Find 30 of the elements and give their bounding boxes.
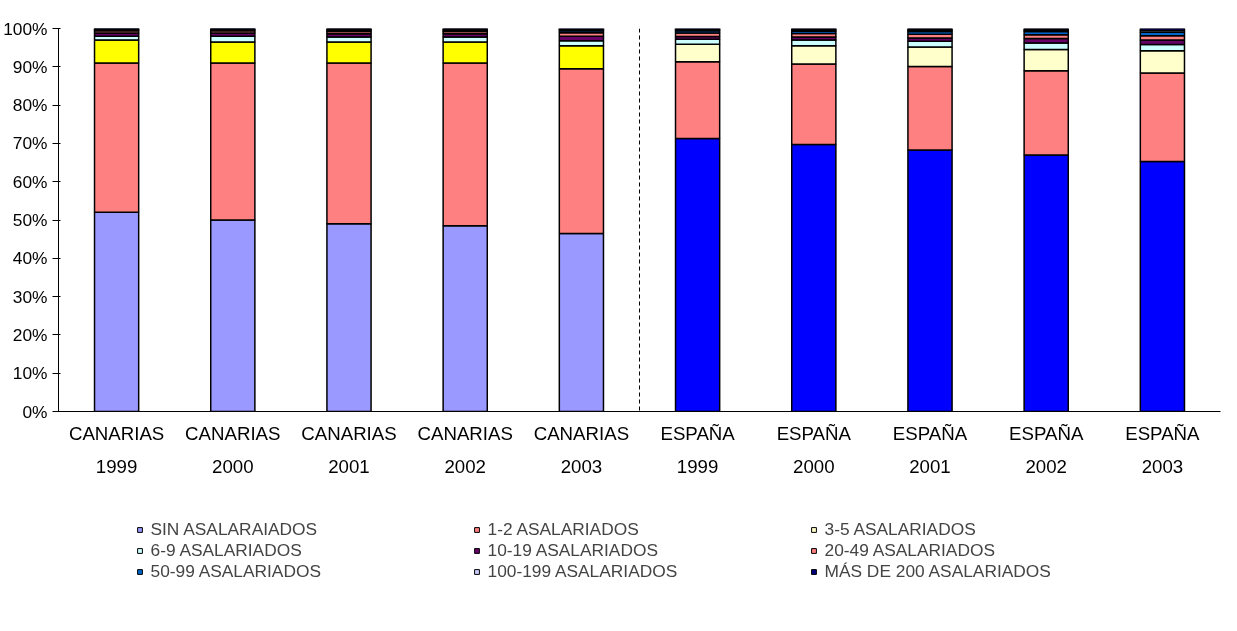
- y-tick-label: 90%: [12, 56, 48, 77]
- x-tick-label: CANARIAS 1999: [68, 422, 165, 478]
- y-tick-label: 0%: [22, 401, 48, 422]
- x-tick-label: CANARIAS 2003: [533, 422, 630, 478]
- x-tick-label: CANARIAS 2001: [301, 422, 397, 478]
- y-tick-label: 100%: [3, 18, 48, 39]
- legend-label: MÁS DE 200 ASALARIADOS: [824, 560, 1052, 582]
- x-tick-label: ESPAÑA 1999: [660, 422, 736, 478]
- x-tick-label: CANARIAS 2002: [417, 422, 513, 478]
- y-tick-label: 60%: [12, 171, 48, 192]
- legend-label: 100-199 ASALARIADOS: [487, 560, 679, 582]
- x-tick-label: CANARIAS 2000: [185, 422, 281, 478]
- y-tick-label: 30%: [12, 286, 48, 307]
- y-tick-label: 50%: [12, 210, 48, 230]
- y-tick-label: 70%: [12, 133, 48, 154]
- y-tick-label: 10%: [12, 363, 48, 384]
- legend-label: 50-99 ASALARIADOS: [150, 560, 322, 582]
- legend-label: SIN ASALARAIADOS: [150, 518, 319, 540]
- y-tick-label: 20%: [12, 324, 48, 345]
- x-tick-label: ESPAÑA 2002: [1009, 422, 1084, 478]
- legend-label: 3-5 ASALARIADOS: [824, 518, 977, 540]
- legend-label: 6-9 ASALARIADOS: [150, 539, 303, 561]
- x-tick-label: ESPAÑA 2003: [1125, 422, 1201, 478]
- legend-label: 10-19 ASALARIADOS: [487, 539, 659, 561]
- y-tick-label: 40%: [12, 248, 48, 269]
- legend-label: 20-49 ASALARIADOS: [824, 539, 996, 561]
- legend-label: 1-2 ASALARIADOS: [487, 518, 640, 540]
- y-tick-label: 80%: [12, 95, 48, 116]
- x-tick-label: ESPAÑA 2001: [892, 422, 968, 478]
- x-tick-label: ESPAÑA 2000: [776, 422, 852, 478]
